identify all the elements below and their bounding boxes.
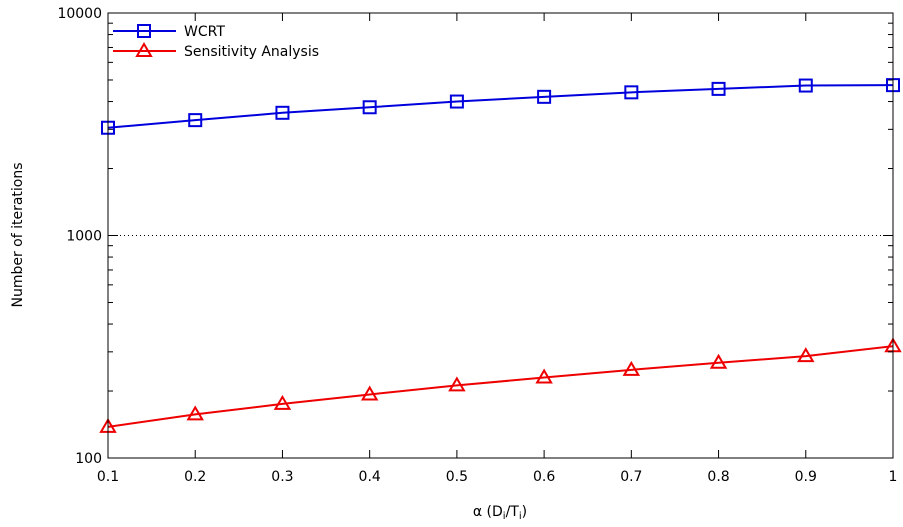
y-tick-label: 10000 [57, 6, 102, 22]
data-point-wcrt [798, 78, 813, 93]
x-tick-label: 0.8 [707, 469, 729, 485]
series-line-wcrt [107, 84, 894, 129]
legend-marker-sensitivity-analysis [135, 42, 153, 57]
data-point-sensitivity-analysis [797, 347, 815, 363]
x-tick-label: 0.3 [271, 469, 293, 485]
legend: WCRT Sensitivity Analysis [113, 24, 319, 60]
data-point-wcrt [449, 94, 464, 109]
y-tick-label: 1000 [66, 229, 102, 245]
data-point-sensitivity-analysis [709, 353, 728, 369]
series-layer [99, 78, 902, 433]
data-point-sensitivity-analysis [273, 394, 292, 410]
legend-label-wcrt: WCRT [184, 24, 225, 40]
data-point-sensitivity-analysis [360, 385, 379, 401]
data-point-sensitivity-analysis [535, 368, 553, 384]
ticks-layer: 100 1000 10000 0.1 0.2 0.3 0.4 0.5 0.6 0.7 0.8 0.9 1 [57, 6, 897, 485]
data-point-wcrt [188, 113, 203, 128]
legend-label-sensitivity-analysis: Sensitivity Analysis [184, 44, 319, 60]
x-tick-label: 0.1 [97, 469, 119, 485]
data-point-wcrt [537, 89, 552, 104]
data-point-sensitivity-analysis [448, 376, 466, 392]
legend-marker-wcrt [137, 24, 151, 38]
x-axis-label: α (Di/Ti) [473, 504, 527, 522]
y-tick-label: 100 [75, 451, 102, 467]
x-tick-label: 1 [889, 469, 898, 485]
x-tick-label: 0.9 [795, 469, 817, 485]
data-point-sensitivity-analysis [186, 405, 204, 421]
data-point-wcrt [711, 81, 726, 96]
x-tick-label: 0.2 [184, 469, 206, 485]
data-point-wcrt [275, 105, 290, 120]
x-tick-label: 0.5 [446, 469, 468, 485]
x-tick-label: 0.4 [359, 469, 381, 485]
x-tick-label: 0.6 [533, 469, 555, 485]
series-line-sensitivity-analysis [107, 345, 894, 428]
data-point-wcrt [624, 85, 639, 100]
x-tick-label: 0.7 [620, 469, 642, 485]
data-point-wcrt [362, 100, 377, 115]
data-point-sensitivity-analysis [622, 360, 641, 376]
y-axis-label: Number of iterations [10, 162, 26, 307]
